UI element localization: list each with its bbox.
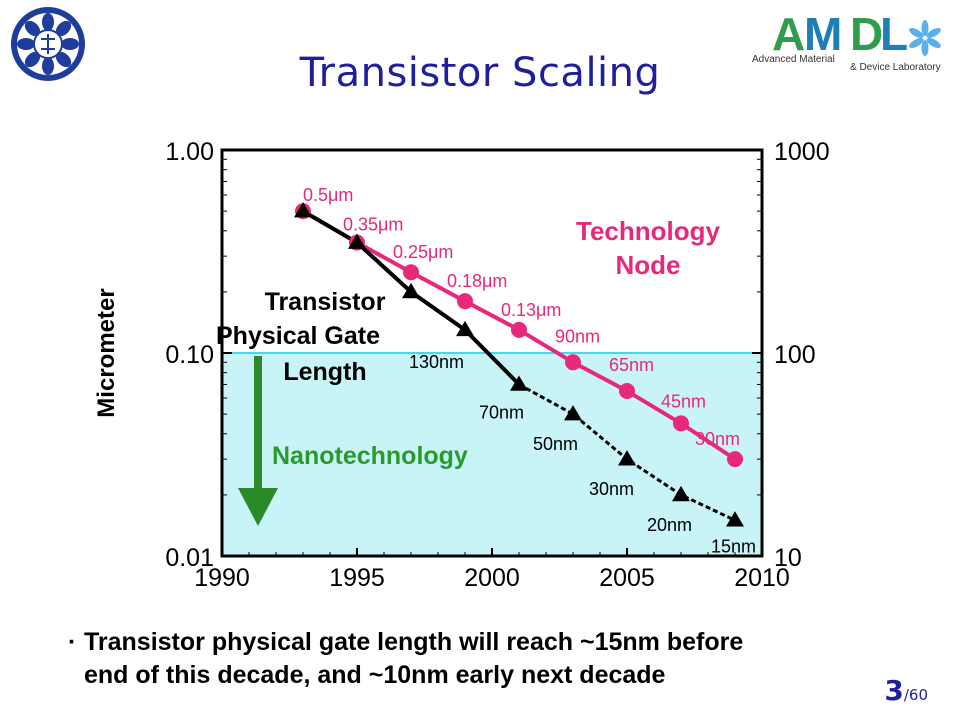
annotation-technology-node-0: Technology bbox=[576, 216, 721, 246]
node-point-2007 bbox=[673, 415, 689, 432]
gate-point-1997 bbox=[402, 282, 420, 299]
university-seal-logo bbox=[11, 7, 85, 81]
gate-point-2005 bbox=[618, 450, 636, 466]
chart-axes: 1990 1995 2000 2005 2010 1.00 0.10 0.01 1000 100 1… bbox=[93, 138, 830, 592]
svg-text:A: A bbox=[772, 8, 805, 60]
annotation-gate-line-1: Physical Gate bbox=[216, 322, 380, 350]
y-left-tick-label-0.01: 0.01 bbox=[165, 544, 214, 572]
chart-series bbox=[294, 202, 744, 527]
gate-label-2003: 50nm bbox=[533, 434, 578, 454]
gate-point-2007 bbox=[672, 485, 690, 502]
gate-point-2001 bbox=[510, 375, 528, 391]
gate-label-2009: 15nm bbox=[711, 536, 756, 556]
node-label-1997: 0.25μm bbox=[393, 242, 453, 262]
lab-logo: A M D L Advanced Material & Device Labor… bbox=[752, 8, 941, 73]
gate-point-1995 bbox=[348, 233, 366, 249]
node-label-2001: 0.13μm bbox=[501, 300, 561, 320]
node-label-2003: 90nm bbox=[555, 326, 600, 346]
node-label-2009: 30nm bbox=[695, 429, 740, 449]
page-current: 3 bbox=[884, 674, 904, 707]
arrow-head bbox=[238, 488, 278, 526]
x-tick-label-2005: 2005 bbox=[599, 564, 655, 592]
chart-labels: 0.5μm 0.35μm 0.25μm 0.18μm 0.13μm 90nm 65nm 45n… bbox=[303, 185, 756, 556]
node-label-1999: 0.18μm bbox=[447, 271, 507, 291]
node-point-2003 bbox=[565, 354, 581, 371]
caption-bullet: · bbox=[68, 628, 77, 656]
y-right-tick-label-10: 10 bbox=[774, 544, 802, 572]
x-tick-label-2010: 2010 bbox=[734, 564, 790, 592]
annotation-nanotechnology: Nanotechnology bbox=[272, 442, 468, 470]
gate-point-2009 bbox=[726, 511, 744, 527]
svg-text:L: L bbox=[880, 8, 908, 60]
y-left-tick-label-0.10: 0.10 bbox=[165, 341, 214, 369]
y-right-tick-label-1000: 1000 bbox=[774, 138, 830, 166]
y-left-axis-title: Micrometer bbox=[93, 288, 120, 417]
node-point-2005 bbox=[619, 382, 635, 399]
node-label-1995: 0.35μm bbox=[343, 215, 403, 235]
gate-point-2003 bbox=[564, 405, 582, 421]
gate-point-1999 bbox=[456, 320, 474, 337]
svg-text:M: M bbox=[804, 8, 842, 60]
gate-label-2001: 70nm bbox=[479, 402, 524, 422]
y-left-tick-label-1.00: 1.00 bbox=[165, 138, 214, 166]
x-tick-label-1995: 1995 bbox=[329, 564, 385, 592]
svg-text:Advanced Material: Advanced Material bbox=[752, 54, 835, 65]
x-tick-label-1990: 1990 bbox=[194, 564, 250, 592]
arrow-shaft bbox=[254, 356, 262, 492]
caption-line-2: end of this decade, and ~10nm early next… bbox=[84, 661, 666, 689]
svg-text:D: D bbox=[850, 8, 883, 60]
node-point-1997 bbox=[403, 264, 419, 281]
page-number: 3/60 bbox=[884, 674, 928, 707]
node-label-2005: 65nm bbox=[609, 355, 654, 375]
caption: · Transistor physical gate length will r… bbox=[68, 626, 908, 692]
gate-point-1993 bbox=[294, 202, 312, 218]
caption-line-1: Transistor physical gate length will rea… bbox=[84, 628, 744, 656]
node-label-1993: 0.5μm bbox=[303, 185, 353, 205]
node-label-2007: 45nm bbox=[661, 391, 706, 411]
node-point-1999 bbox=[457, 293, 473, 310]
x-tick-label-2000: 2000 bbox=[464, 564, 520, 592]
slide-title: Transistor Scaling bbox=[299, 50, 661, 96]
y-right-tick-label-100: 100 bbox=[774, 341, 816, 369]
scaling-chart: 1990 1995 2000 2005 2010 1.00 0.10 0.01 1000 100 1… bbox=[93, 138, 830, 592]
gate-label-2007: 20nm bbox=[647, 515, 692, 535]
nano-region-fill bbox=[222, 353, 762, 556]
chart-annotations: Technology Node Transistor Physical Gate Len… bbox=[216, 216, 721, 526]
gate-label-2005: 30nm bbox=[589, 479, 634, 499]
page-total: /60 bbox=[903, 686, 928, 704]
annotation-gate-line-0: Transistor bbox=[265, 288, 386, 316]
nanotechnology-region bbox=[222, 352, 762, 556]
node-point-2009 bbox=[727, 451, 743, 468]
annotation-gate-line-2: Length bbox=[283, 358, 366, 386]
annotation-technology-node-1: Node bbox=[616, 250, 681, 280]
svg-text:& Device Laboratory: & Device Laboratory bbox=[850, 62, 941, 73]
node-point-2001 bbox=[511, 321, 527, 338]
gate-label-1999: 130nm bbox=[409, 352, 464, 372]
